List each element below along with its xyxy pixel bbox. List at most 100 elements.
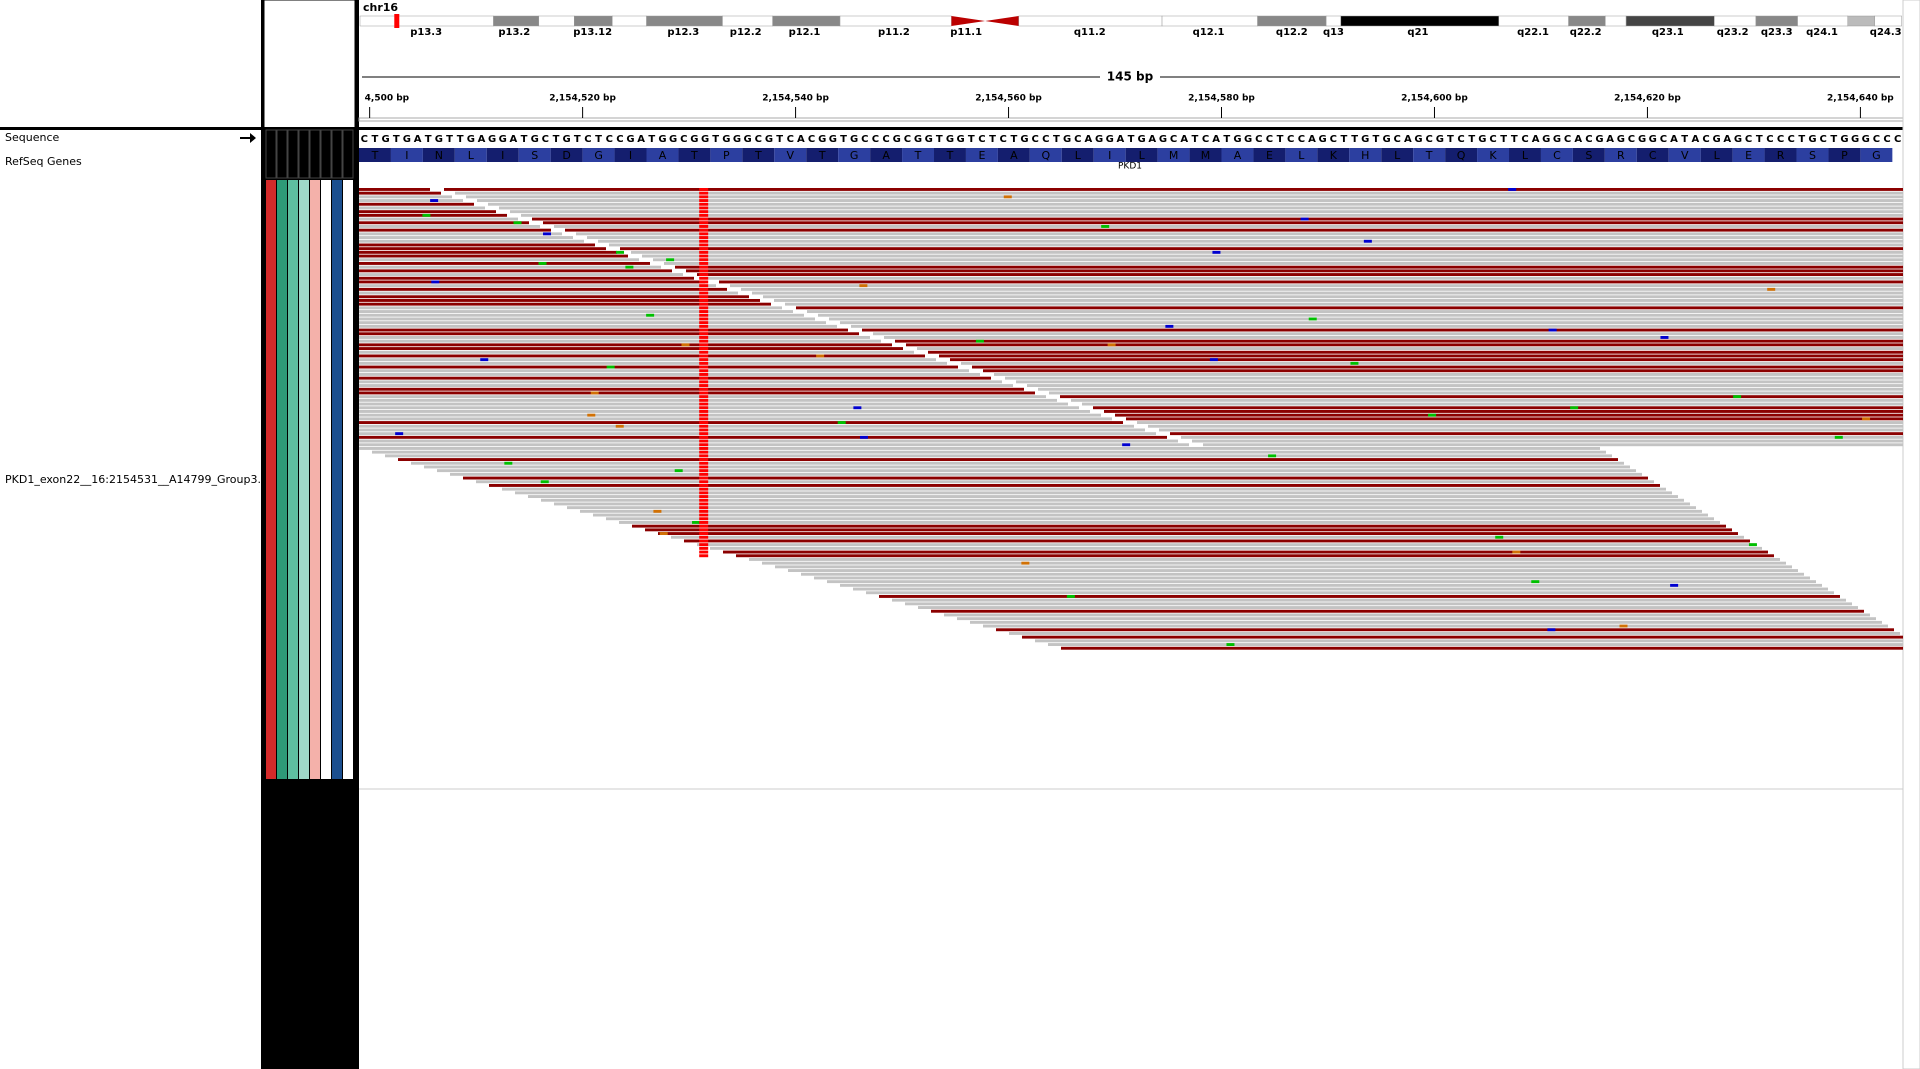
variant-column: [699, 299, 709, 302]
variant-column: [699, 387, 709, 391]
variant-column: [699, 310, 709, 313]
cytoband: [1847, 15, 1875, 27]
read: [892, 598, 1846, 602]
mismatch: [646, 313, 655, 317]
base: C: [1394, 134, 1401, 145]
read: [359, 225, 540, 228]
amino-acid: A: [659, 149, 667, 162]
read: [580, 509, 1702, 513]
cytoband: [1498, 15, 1569, 27]
read: [450, 472, 1642, 476]
read: [785, 302, 1903, 306]
amino-acid: P: [723, 149, 730, 162]
variant-column: [699, 232, 709, 236]
read: [961, 361, 1903, 365]
read: [359, 284, 716, 288]
amino-acid: G: [594, 149, 603, 162]
read: [866, 591, 1834, 595]
mismatch: [1165, 324, 1174, 328]
read: [788, 569, 1798, 572]
read: [606, 517, 1714, 521]
chromosome-name: chr16: [363, 1, 398, 14]
mismatch: [422, 213, 431, 217]
read: [862, 328, 1903, 332]
variant-column: [699, 543, 709, 547]
variant-column: [699, 406, 709, 410]
base: T: [1223, 134, 1230, 145]
strand-arrow[interactable]: [240, 133, 256, 143]
amino-acid: T: [946, 149, 954, 162]
variant-column: [699, 439, 709, 443]
base: T: [1830, 134, 1837, 145]
read: [359, 428, 1145, 432]
base: G: [1862, 134, 1870, 145]
read: [359, 347, 903, 350]
mismatch: [431, 280, 440, 284]
read: [684, 539, 1750, 543]
read: [359, 217, 518, 221]
amino-acid: I: [1108, 149, 1111, 162]
variant-column: [699, 454, 709, 458]
read: [359, 317, 815, 321]
ruler-label: 2,154,560 bp: [975, 94, 1042, 104]
amino-acid: S: [1809, 149, 1816, 162]
base: C: [680, 134, 687, 145]
read: [359, 310, 793, 313]
amino-acid: R: [1617, 149, 1625, 162]
base: G: [1808, 134, 1816, 145]
read: [1093, 406, 1903, 410]
amino-acid: C: [1553, 149, 1561, 162]
variant-column: [699, 472, 709, 476]
read: [827, 580, 1816, 584]
codon: [518, 148, 551, 162]
variant-column: [699, 398, 709, 402]
mismatch: [859, 435, 868, 439]
base: G: [467, 134, 475, 145]
mismatch: [1748, 543, 1757, 547]
attribute-cell: [332, 180, 342, 779]
amino-acid: M: [1201, 149, 1211, 162]
mismatch: [590, 391, 599, 395]
variant-column: [699, 476, 709, 480]
mismatch: [1212, 250, 1221, 254]
amino-acid: Q: [1041, 149, 1050, 162]
base: G: [531, 134, 539, 145]
amino-acid: N: [435, 149, 443, 162]
read: [359, 432, 1156, 436]
read: [645, 528, 1732, 532]
read: [774, 299, 1903, 302]
variant-column: [699, 284, 709, 288]
codon: [1029, 148, 1062, 162]
variant-column: [699, 273, 709, 276]
base: C: [1031, 134, 1038, 145]
read: [359, 236, 573, 239]
read: [609, 243, 1903, 247]
base: G: [382, 134, 390, 145]
read: [359, 228, 551, 232]
read: [632, 524, 1726, 528]
mismatch: [1619, 624, 1628, 628]
read: [796, 306, 1903, 310]
variant-column: [699, 539, 709, 543]
read: [983, 369, 1903, 373]
codon: [359, 148, 391, 162]
variant-column: [699, 302, 709, 306]
variant-column: [699, 195, 709, 199]
codon: [678, 148, 711, 162]
amino-acid: E: [978, 149, 985, 162]
codon: [582, 148, 615, 162]
read: [359, 210, 496, 214]
ruler-label: 2,154,620 bp: [1614, 94, 1681, 104]
read: [359, 365, 958, 369]
codon: [1157, 148, 1190, 162]
read: [752, 291, 1903, 295]
codon: [1349, 148, 1382, 162]
variant-column: [699, 517, 709, 521]
read: [928, 350, 1903, 354]
amino-acid: D: [562, 149, 570, 162]
cytoband: [574, 15, 613, 27]
read: [1048, 643, 1903, 646]
scrollbar[interactable]: [1902, 0, 1920, 1069]
amino-acid: T: [754, 149, 762, 162]
read: [359, 321, 826, 325]
